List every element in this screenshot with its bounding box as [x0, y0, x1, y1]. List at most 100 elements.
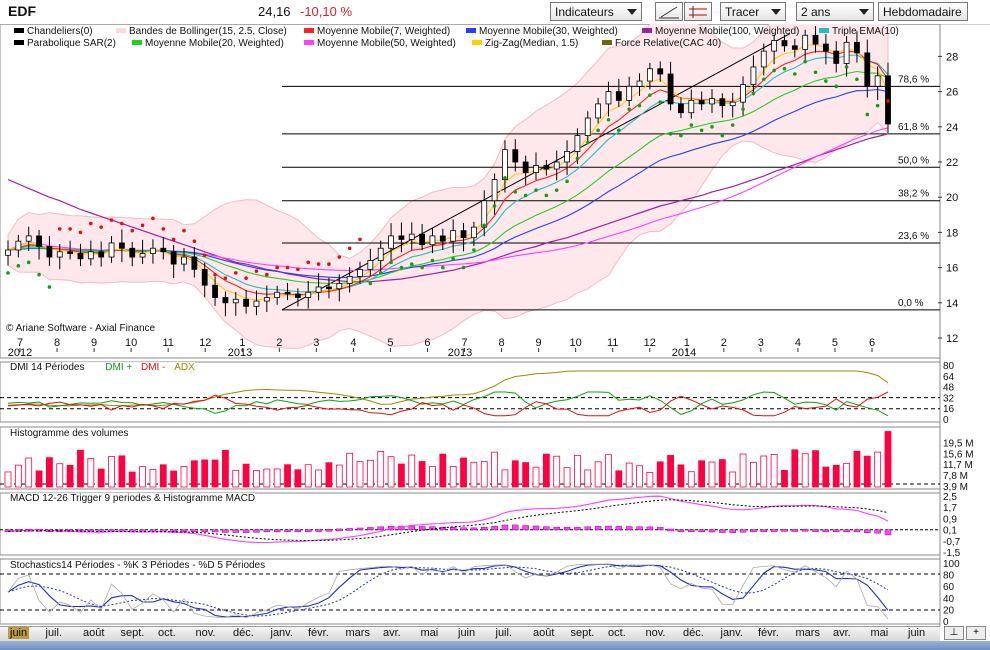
candle: [150, 247, 156, 254]
legend-item: Chandeliers(0): [10, 26, 93, 37]
candle: [284, 291, 291, 295]
macd-histogram-bar: [263, 529, 271, 533]
candle: [729, 101, 736, 107]
candle: [98, 251, 105, 258]
dmi-tick-label: 0: [943, 415, 949, 426]
candle: [564, 151, 570, 163]
sar-dot: [399, 265, 404, 270]
candle: [56, 251, 63, 258]
macd-histogram-bar: [574, 526, 581, 531]
zoom-out-button[interactable]: +: [966, 626, 986, 640]
macd-histogram-bar: [449, 527, 457, 531]
candle: [854, 41, 860, 54]
volume-bar: [429, 466, 436, 488]
period-dropdown[interactable]: 2 ans: [796, 2, 874, 21]
zoom-in-button[interactable]: ⊥: [944, 626, 964, 640]
interval-dropdown[interactable]: Hebdomadaire: [878, 2, 968, 21]
sar-dot: [793, 72, 797, 76]
sar-dot: [254, 269, 259, 273]
volume-bar: [822, 466, 830, 488]
volume-bar: [180, 465, 188, 488]
fibonacci-label: 23,6 %: [898, 231, 929, 242]
dmi-minus-label: DMI -: [141, 362, 166, 373]
macd-histogram-bar: [688, 529, 695, 533]
macd-histogram-bar: [470, 527, 478, 531]
volume-bar: [884, 431, 892, 488]
adx-line: [7, 370, 889, 407]
candle: [864, 52, 871, 87]
dmi-plus-line: [7, 391, 889, 417]
candle: [822, 43, 829, 52]
legend-swatch: [304, 40, 314, 46]
volume-bar: [636, 465, 643, 488]
volume-bar: [25, 457, 33, 488]
volume-bar: [584, 469, 592, 488]
legend-item: Moyenne Mobile(20, Weighted): [128, 38, 284, 49]
legend-swatch: [819, 28, 829, 34]
volume-bar: [812, 450, 819, 488]
sar-dot: [834, 84, 839, 89]
scroll-month-label: avr.: [833, 627, 851, 639]
candle: [439, 235, 446, 242]
scroll-month-label: oct.: [608, 627, 626, 639]
macd-histogram-bar: [708, 529, 716, 533]
macd-tick-label: 0,9: [943, 514, 957, 525]
volume-tick-label: 11,7 M: [943, 460, 973, 471]
macd-histogram-bar: [605, 525, 612, 531]
sar-dot: [451, 257, 455, 261]
candle: [222, 297, 229, 304]
sar-dot: [89, 221, 93, 226]
volume-bar: [729, 471, 737, 488]
sar-dot: [503, 176, 507, 180]
year-label: 2014: [672, 347, 696, 359]
trendline-icon: [659, 6, 679, 19]
scroll-month-label: août: [533, 627, 555, 639]
draw-trendline-tool[interactable]: [655, 2, 683, 21]
volume-bar: [542, 453, 550, 488]
macd-histogram-bar: [501, 524, 509, 531]
draw-horizontal-tool[interactable]: [684, 2, 712, 21]
copyright-text: © Ariane Software - Axial Finance: [6, 323, 156, 334]
candle: [512, 149, 519, 163]
candle: [491, 179, 498, 202]
candle: [253, 300, 260, 307]
sar-dot: [37, 272, 41, 277]
volume-bar: [615, 470, 623, 488]
legend-item: Bandes de Bollinger(15, 2.5, Close): [112, 26, 287, 37]
scroll-month-label: nov.: [645, 627, 666, 639]
volume-bar: [14, 464, 22, 488]
interval-label: Hebdomadaire: [883, 5, 962, 19]
macd-histogram-bar: [356, 527, 364, 531]
macd-histogram-bar: [656, 527, 664, 531]
macd-histogram-bar: [594, 526, 602, 531]
volume-bar: [211, 459, 219, 488]
sar-dot: [689, 123, 694, 127]
sar-dot: [316, 262, 321, 266]
sar-dot: [57, 227, 62, 231]
candle: [460, 230, 467, 239]
sar-dot: [26, 260, 31, 265]
volume-bar: [511, 460, 519, 488]
month-label: 3: [758, 337, 764, 349]
month-label: 9: [91, 337, 97, 349]
volume-bar: [801, 453, 809, 488]
scroll-month-label: janv.: [720, 627, 743, 639]
chevron-down-icon: [627, 9, 637, 15]
macd-histogram-bar: [294, 529, 302, 533]
scroll-month-label: oct.: [158, 627, 176, 639]
volume-bar: [501, 469, 509, 488]
macd-histogram-bar: [304, 529, 312, 533]
volume-bar: [718, 459, 726, 488]
macd-histogram-bar: [222, 529, 229, 533]
sar-dot: [886, 99, 890, 103]
macd-histogram-bar: [543, 526, 550, 531]
candle: [377, 247, 384, 261]
macd-histogram-bar: [843, 529, 850, 533]
volume-bar: [294, 469, 302, 488]
macd-histogram-bar: [522, 525, 529, 531]
month-scrollbar[interactable]: juin juil. août sept. oct. nov. déc. janv. févr.…: [0, 626, 940, 641]
volume-bar: [491, 451, 498, 488]
indicators-dropdown[interactable]: Indicateurs: [550, 2, 642, 21]
tracer-dropdown[interactable]: Tracer: [720, 2, 786, 21]
